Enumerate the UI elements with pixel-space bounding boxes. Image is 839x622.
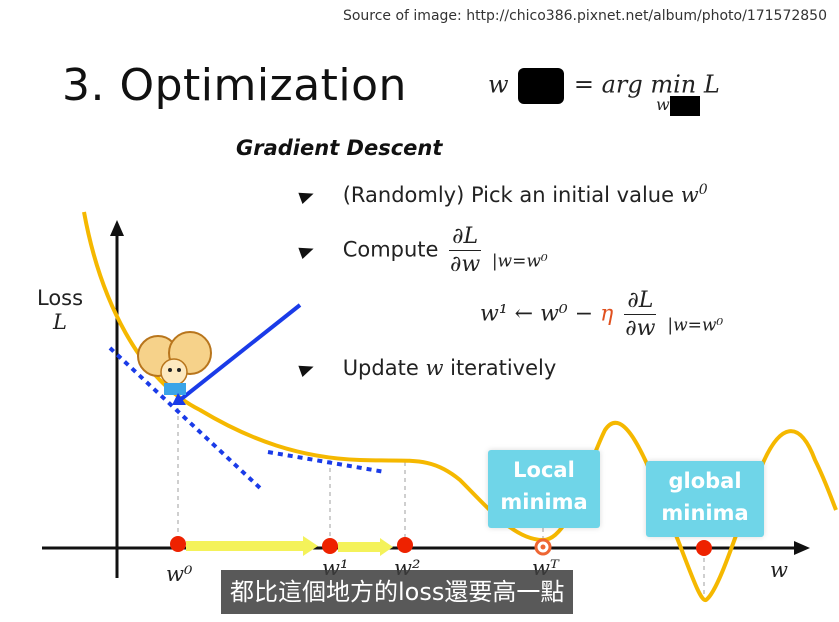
tangent-direction [178, 303, 302, 402]
bullet-update: Update w iteratively [298, 356, 556, 380]
point-w1 [322, 538, 338, 554]
point-w0 [170, 536, 186, 552]
step-arrow-2 [338, 538, 393, 556]
learning-rate-eta: η [600, 301, 614, 327]
redacted-block [518, 68, 565, 104]
formula-lhs: w [488, 70, 509, 99]
derivative-fraction: ∂L ∂w [624, 288, 657, 341]
update-equation: w¹ ← w⁰ − η ∂L ∂w |w=w⁰ [480, 288, 724, 341]
formula-rhs: = arg min L [573, 70, 720, 99]
bullet-compute: Compute ∂L ∂w |w=w⁰ [298, 224, 548, 277]
section-heading: Gradient Descent [236, 136, 443, 160]
bullet-pick: (Randomly) Pick an initial value w0 [298, 182, 708, 207]
tangent-dotted-w0 [108, 346, 262, 490]
cartoon-character-icon [137, 331, 212, 405]
step-arrow-1 [186, 536, 318, 556]
objective-formula: w = arg min L [488, 68, 720, 104]
y-axis-label: Loss L [37, 286, 84, 334]
label-w0: w⁰ [166, 562, 193, 586]
source-caption: Source of image: http://chico386.pixnet.… [342, 8, 827, 24]
derivative-fraction: ∂L ∂w [449, 224, 482, 277]
redacted-block-small [669, 95, 700, 116]
x-axis-arrow-icon [794, 541, 810, 555]
point-w2 [397, 537, 413, 553]
global-minima-badge: global minima [646, 461, 764, 537]
local-minima-badge: Local minima [488, 450, 600, 528]
y-axis-arrow-icon [110, 220, 124, 236]
slide-title: 3. Optimization [62, 60, 407, 111]
point-global-min [696, 540, 712, 556]
x-axis-label: w [770, 558, 788, 582]
video-subtitle: 都比這個地方的loss還要高一點 [221, 570, 574, 614]
formula-subscript: w [656, 95, 700, 116]
